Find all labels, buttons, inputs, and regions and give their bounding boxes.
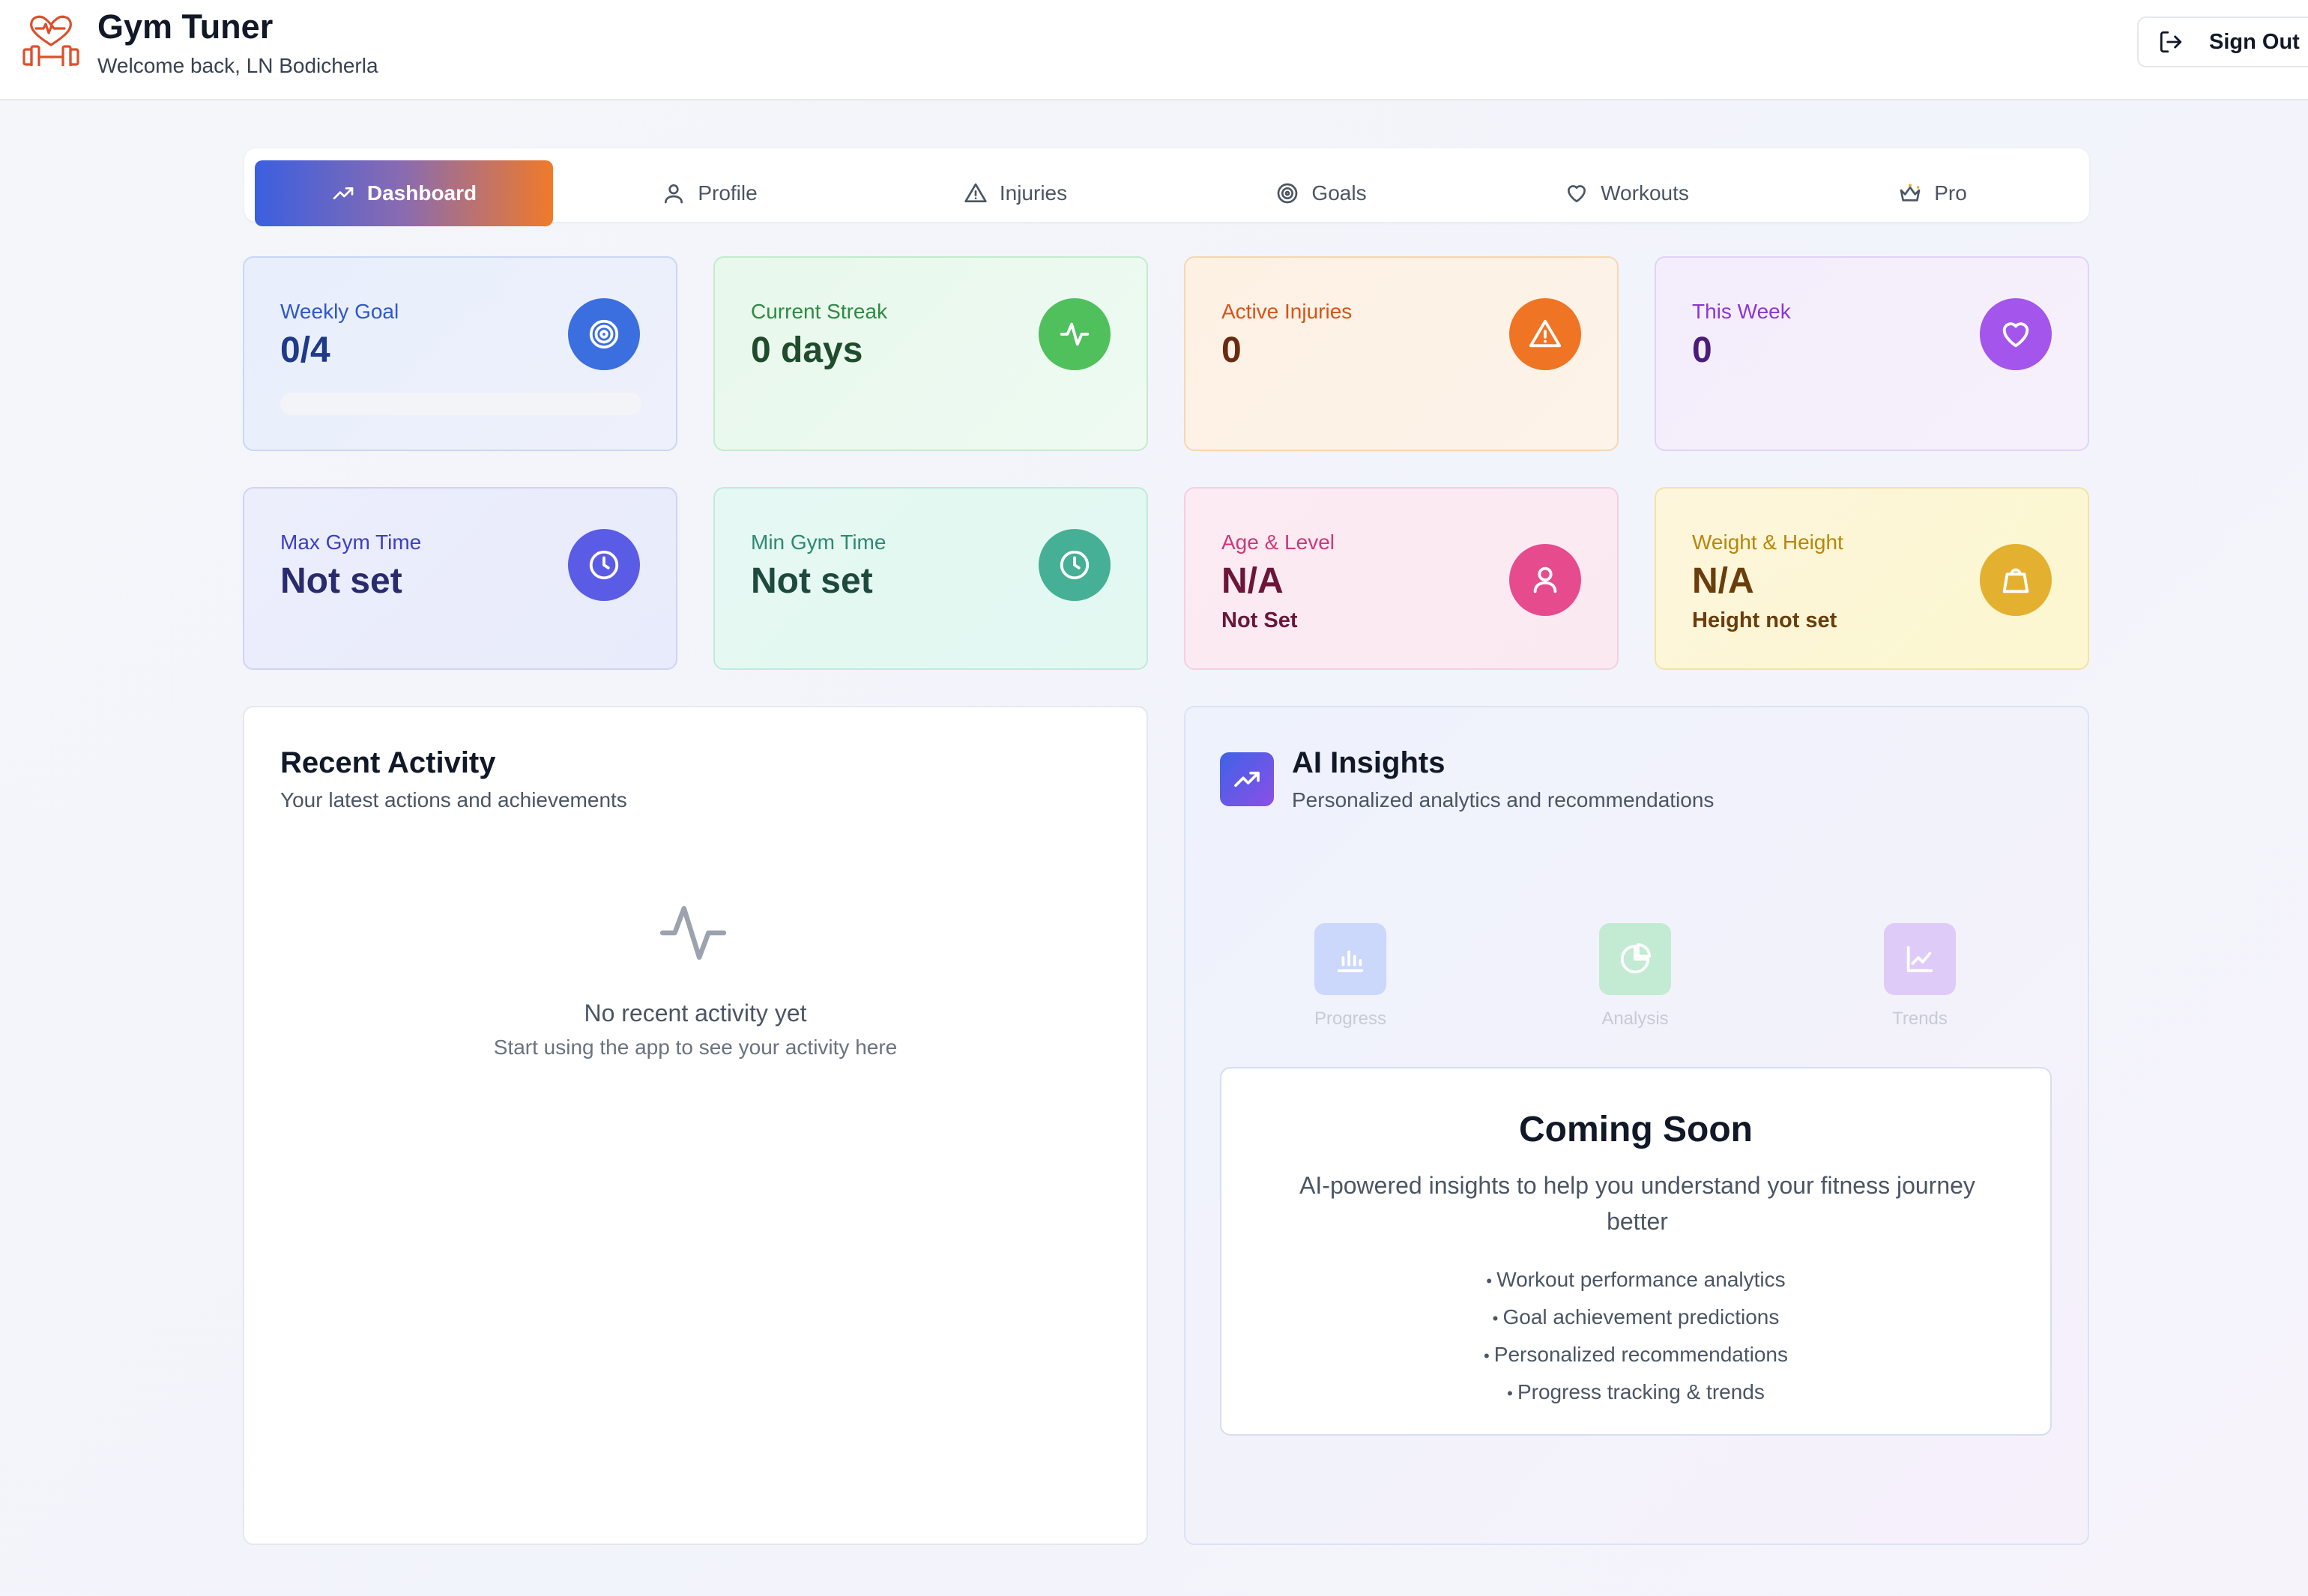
ai-insights-subtitle: Personalized analytics and recommendatio… [1292, 788, 1715, 811]
weight-height-card: Weight & Height N/A Height not set [1655, 487, 2089, 670]
this-week-card: This Week 0 [1655, 256, 2089, 451]
this-week-label: This Week [1692, 300, 1791, 323]
this-week-value: 0 [1692, 330, 1712, 370]
bar-chart-icon [1314, 923, 1386, 995]
pie-chart-icon [1599, 923, 1671, 995]
welcome-message: Welcome back, LN Bodicherla [97, 54, 378, 77]
min-gym-time-value: Not set [751, 561, 873, 601]
tab-label: Injuries [999, 181, 1068, 205]
active-injuries-label: Active Injuries [1221, 300, 1353, 323]
tab-label: Dashboard [366, 181, 477, 205]
tab-workouts[interactable]: Workouts [1478, 160, 1776, 226]
activity-icon [656, 896, 730, 970]
feature-label: Analysis [1601, 1009, 1669, 1029]
tab-label: Goals [1311, 181, 1367, 205]
sign-out-button[interactable]: Sign Out [2137, 16, 2308, 67]
warning-triangle-icon [1509, 298, 1581, 370]
coming-soon-list: Workout performance analytics Goal achie… [1221, 1262, 2050, 1412]
feature-label: Trends [1892, 1009, 1948, 1029]
line-chart-icon [1884, 923, 1956, 995]
app-header: Gym Tuner Welcome back, LN Bodicherla Si… [0, 0, 2308, 100]
heart-dumbbell-icon [22, 12, 79, 66]
list-item: Progress tracking & trends [1221, 1374, 2050, 1412]
tab-goals[interactable]: Goals [1172, 160, 1470, 226]
weight-height-sub: Height not set [1692, 608, 1837, 632]
weekly-goal-value: 0/4 [280, 330, 330, 370]
tab-label: Workouts [1601, 181, 1689, 205]
active-injuries-value: 0 [1221, 330, 1242, 370]
recent-activity-title: Recent Activity [280, 746, 496, 779]
age-level-label: Age & Level [1221, 531, 1335, 554]
age-level-card: Age & Level N/A Not Set [1184, 487, 1619, 670]
age-level-sub: Not Set [1221, 608, 1298, 632]
tab-label: Profile [698, 181, 758, 205]
sign-out-label: Sign Out [2209, 29, 2300, 54]
max-gym-time-card: Max Gym Time Not set [243, 487, 677, 670]
user-icon [662, 181, 686, 205]
weight-height-label: Weight & Height [1692, 531, 1843, 554]
user-icon [1509, 544, 1581, 616]
list-item: Workout performance analytics [1221, 1262, 2050, 1299]
recent-activity-panel [243, 706, 1148, 1545]
list-item: Goal achievement predictions [1221, 1299, 2050, 1337]
list-item: Personalized recommendations [1221, 1337, 2050, 1374]
min-gym-time-card: Min Gym Time Not set [713, 487, 1148, 670]
target-icon [1275, 181, 1299, 205]
age-level-value: N/A [1221, 561, 1284, 601]
tab-profile[interactable]: Profile [561, 160, 859, 226]
coming-soon-description: AI-powered insights to help you understa… [1299, 1172, 1975, 1235]
clock-icon [1039, 529, 1111, 601]
tab-injuries[interactable]: Injuries [866, 160, 1164, 226]
tab-dashboard[interactable]: Dashboard [255, 160, 553, 226]
weight-height-value: N/A [1692, 561, 1754, 601]
coming-soon-title: Coming Soon [1519, 1110, 1753, 1149]
heart-icon [1565, 181, 1589, 205]
feature-analysis: Analysis [1523, 923, 1747, 1030]
tab-label: Pro [1934, 181, 1967, 205]
current-streak-card: Current Streak 0 days [713, 256, 1148, 451]
recent-activity-subtitle: Your latest actions and achievements [280, 788, 627, 811]
tab-pro[interactable]: Pro [1783, 160, 2082, 226]
target-icon [568, 298, 640, 370]
ai-insights-title: AI Insights [1292, 746, 1445, 779]
weekly-goal-card: Weekly Goal 0/4 [243, 256, 677, 451]
trending-up-icon [1220, 752, 1274, 806]
feature-progress: Progress [1238, 923, 1463, 1030]
empty-activity-subtitle: Start using the app to see your activity… [493, 1036, 898, 1059]
trending-up-icon [331, 181, 355, 205]
clock-icon [568, 529, 640, 601]
sign-out-icon [2158, 29, 2184, 55]
max-gym-time-label: Max Gym Time [280, 531, 422, 554]
crown-icon [1898, 181, 1922, 205]
app-title: Gym Tuner [97, 7, 274, 46]
coming-soon-card: Coming Soon AI-powered insights to help … [1220, 1067, 2052, 1436]
feature-label: Progress [1314, 1009, 1387, 1029]
current-streak-value: 0 days [751, 330, 863, 370]
empty-activity-title: No recent activity yet [584, 1000, 807, 1027]
main-tabs: Dashboard Profile Injuries Goals Workout… [244, 148, 2089, 226]
weight-icon [1980, 544, 2052, 616]
heart-icon [1980, 298, 2052, 370]
feature-trends: Trends [1807, 923, 2032, 1030]
active-injuries-card: Active Injuries 0 [1184, 256, 1619, 451]
current-streak-label: Current Streak [751, 300, 888, 323]
min-gym-time-label: Min Gym Time [751, 531, 886, 554]
warning-triangle-icon [964, 181, 988, 205]
max-gym-time-value: Not set [280, 561, 402, 601]
weekly-goal-progress-bar [280, 393, 641, 415]
activity-icon [1039, 298, 1111, 370]
weekly-goal-label: Weekly Goal [280, 300, 399, 323]
